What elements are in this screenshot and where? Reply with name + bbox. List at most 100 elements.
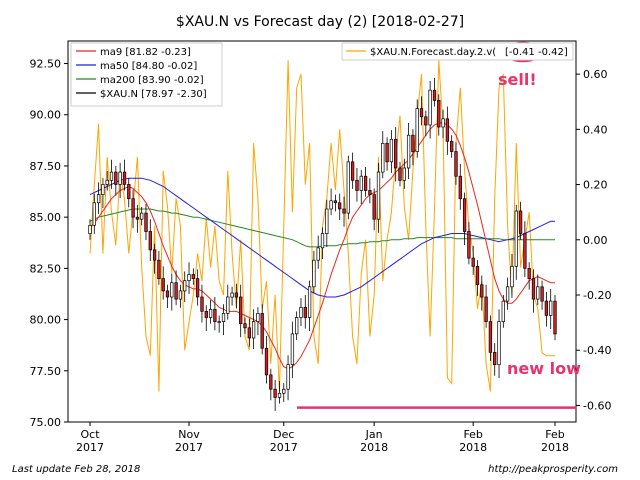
- candle-up: [230, 292, 234, 298]
- legend-label: ma50 [84.80 -0.02]: [100, 61, 197, 72]
- candle-up: [295, 317, 299, 335]
- candle-down: [432, 89, 437, 101]
- ma9-line: [89, 122, 555, 370]
- candle-up: [251, 321, 256, 339]
- legend-box: [341, 42, 574, 61]
- legend-box: [70, 42, 223, 107]
- candle-down: [195, 278, 200, 298]
- candle-down: [157, 259, 161, 279]
- legend-label: ma9 [81.82 -0.23]: [100, 47, 191, 58]
- left-tick-label: 75.00: [30, 416, 62, 429]
- candle-down: [424, 116, 428, 126]
- footer-url: http://peakprosperity.com: [488, 464, 618, 475]
- candle-down: [152, 249, 157, 261]
- right-tick-label: 0.60: [583, 68, 608, 81]
- candle-down: [333, 200, 338, 204]
- candle-down: [260, 313, 264, 349]
- left-tick-label: 77.50: [30, 365, 62, 378]
- forecast-series: [89, 60, 555, 392]
- candle-down: [394, 138, 398, 169]
- candle-down: [135, 216, 140, 220]
- candle-up: [415, 108, 419, 152]
- right-tick-label: 0.00: [583, 234, 608, 247]
- candle-up: [105, 179, 109, 185]
- candle-up: [320, 233, 325, 249]
- candle-down: [411, 134, 415, 152]
- candle-down: [454, 151, 458, 177]
- candle-down: [122, 171, 127, 185]
- candle-up: [208, 308, 213, 318]
- candle-up: [441, 118, 445, 128]
- candle-up: [376, 171, 381, 220]
- legend-label: $XAU.N.Forecast.day.2.v(: [370, 47, 496, 58]
- candle-up: [316, 247, 320, 261]
- candle-up: [536, 286, 540, 300]
- candle-down: [338, 202, 342, 210]
- candle-up: [140, 212, 144, 220]
- candle-down: [213, 308, 217, 322]
- candle-down: [174, 282, 178, 300]
- candle-down: [445, 118, 450, 142]
- x-tick-label-month: Feb: [463, 428, 482, 441]
- candle-down: [531, 278, 536, 300]
- candle-down: [480, 284, 484, 298]
- candle-down: [355, 179, 359, 191]
- candle-down: [127, 184, 131, 200]
- candle-up: [505, 286, 510, 302]
- x-tick-label-year: 2017: [270, 441, 298, 454]
- candle-up: [101, 184, 105, 195]
- candle-up: [510, 265, 514, 288]
- candle-down: [269, 374, 273, 390]
- candle-up: [406, 134, 411, 169]
- candle-up: [217, 321, 221, 323]
- left-tick-label: 85.00: [30, 211, 62, 224]
- candle-down: [363, 175, 368, 191]
- candle-down: [350, 161, 355, 181]
- legend-label: ma200 [83.90 -0.02]: [100, 75, 204, 86]
- candle-up: [290, 333, 295, 365]
- left-tick-label: 82.50: [30, 262, 62, 275]
- candle-down: [385, 143, 389, 163]
- left-tick-label: 80.00: [30, 314, 62, 327]
- candle-up: [501, 300, 505, 322]
- candle-up: [170, 282, 174, 298]
- candle-up: [277, 392, 282, 398]
- left-tick-label: 90.00: [30, 109, 62, 122]
- candle-up: [96, 194, 101, 204]
- candle-down: [342, 208, 346, 214]
- x-tick-label-year: 2018: [360, 441, 388, 454]
- price-candles: [88, 77, 557, 411]
- candle-up: [282, 388, 286, 394]
- candle-down: [264, 347, 269, 376]
- x-tick-label-year: 2017: [175, 441, 203, 454]
- candle-down: [475, 265, 480, 286]
- candle-up: [514, 210, 518, 267]
- candle-down: [398, 167, 402, 181]
- candle-down: [191, 274, 195, 279]
- candle-down: [372, 194, 376, 220]
- candle-up: [88, 225, 92, 234]
- legend-moving-averages: ma9 [81.82 -0.23] ma50 [84.80 -0.02] ma200…: [70, 42, 223, 107]
- right-tick-label: -0.60: [583, 399, 611, 412]
- sell-annotation: sell!: [498, 70, 537, 89]
- candle-down: [144, 212, 148, 232]
- candle-down: [471, 257, 475, 267]
- right-y-axis: -0.60 -0.40 -0.20 0.00 0.20 0.40 0.60: [576, 68, 611, 412]
- candle-up: [92, 202, 96, 226]
- candle-up: [187, 274, 191, 281]
- candle-up: [402, 167, 406, 181]
- candle-down: [488, 321, 493, 353]
- right-tick-label: 0.20: [583, 179, 608, 192]
- x-tick-label-month: Jan: [365, 428, 383, 441]
- x-tick-label-year: 2018: [541, 441, 569, 454]
- candle-up: [226, 296, 230, 314]
- candle-up: [329, 200, 333, 210]
- candle-up: [299, 306, 303, 318]
- x-tick-label-year: 2017: [76, 441, 104, 454]
- candle-up: [307, 286, 312, 318]
- candle-down: [247, 327, 251, 339]
- candle-up: [428, 89, 432, 126]
- candle-down: [165, 290, 170, 298]
- candle-up: [286, 364, 290, 390]
